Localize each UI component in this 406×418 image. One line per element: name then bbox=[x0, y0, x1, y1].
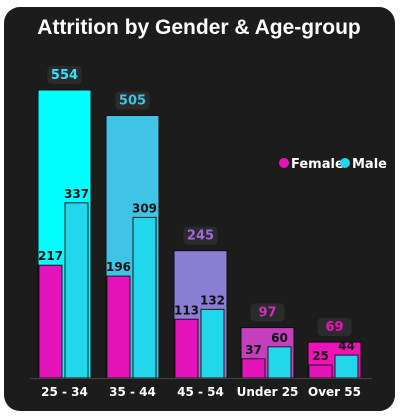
chart-title: Attrition by Gender & Age-group bbox=[37, 16, 361, 39]
x-tick-label: Over 55 bbox=[308, 385, 361, 399]
total-label-bg bbox=[183, 226, 218, 245]
total-label: 97 bbox=[258, 306, 276, 321]
male-bar bbox=[64, 202, 89, 379]
male-bar bbox=[267, 346, 292, 379]
male-bar bbox=[132, 216, 157, 379]
male-value-label: 309 bbox=[132, 201, 157, 215]
male-value-label: 132 bbox=[200, 293, 225, 307]
total-label: 554 bbox=[51, 68, 78, 83]
x-tick-label: 25 - 34 bbox=[41, 385, 88, 399]
legend-swatch-female bbox=[279, 158, 289, 168]
total-label-bg bbox=[317, 318, 352, 337]
legend-label-male: Male bbox=[352, 157, 387, 172]
bars-layer: 554 217 337 25 - 34 505 196 309 35 - 44 245 11313… bbox=[30, 66, 372, 399]
female-bar bbox=[106, 275, 131, 379]
legend-swatch-male bbox=[340, 158, 350, 168]
female-bar bbox=[38, 264, 63, 379]
male-value-label: 44 bbox=[338, 339, 355, 353]
female-value-label: 37 bbox=[245, 343, 262, 357]
total-label: 69 bbox=[325, 320, 343, 335]
female-value-label: 217 bbox=[38, 249, 63, 263]
male-bar bbox=[334, 354, 359, 379]
female-bar bbox=[241, 358, 266, 379]
female-value-label: 25 bbox=[312, 349, 329, 363]
female-bar bbox=[308, 364, 333, 379]
legend: Female Male bbox=[279, 157, 387, 172]
male-value-label: 337 bbox=[64, 187, 89, 201]
x-tick-label: Under 25 bbox=[237, 385, 299, 399]
female-bar bbox=[174, 318, 199, 379]
total-label-bg bbox=[47, 66, 82, 84]
legend-label-female: Female bbox=[291, 157, 344, 172]
male-bar bbox=[200, 308, 225, 379]
total-label: 505 bbox=[119, 93, 146, 108]
x-tick-label: 35 - 44 bbox=[109, 385, 156, 399]
female-value-label: 196 bbox=[106, 260, 131, 274]
male-value-label: 60 bbox=[271, 331, 288, 345]
total-label: 245 bbox=[187, 229, 214, 244]
x-tick-label: 45 - 54 bbox=[177, 385, 224, 399]
female-value-label: 113 bbox=[174, 303, 199, 317]
total-label-bg bbox=[250, 303, 285, 322]
total-label-bg bbox=[115, 91, 150, 110]
